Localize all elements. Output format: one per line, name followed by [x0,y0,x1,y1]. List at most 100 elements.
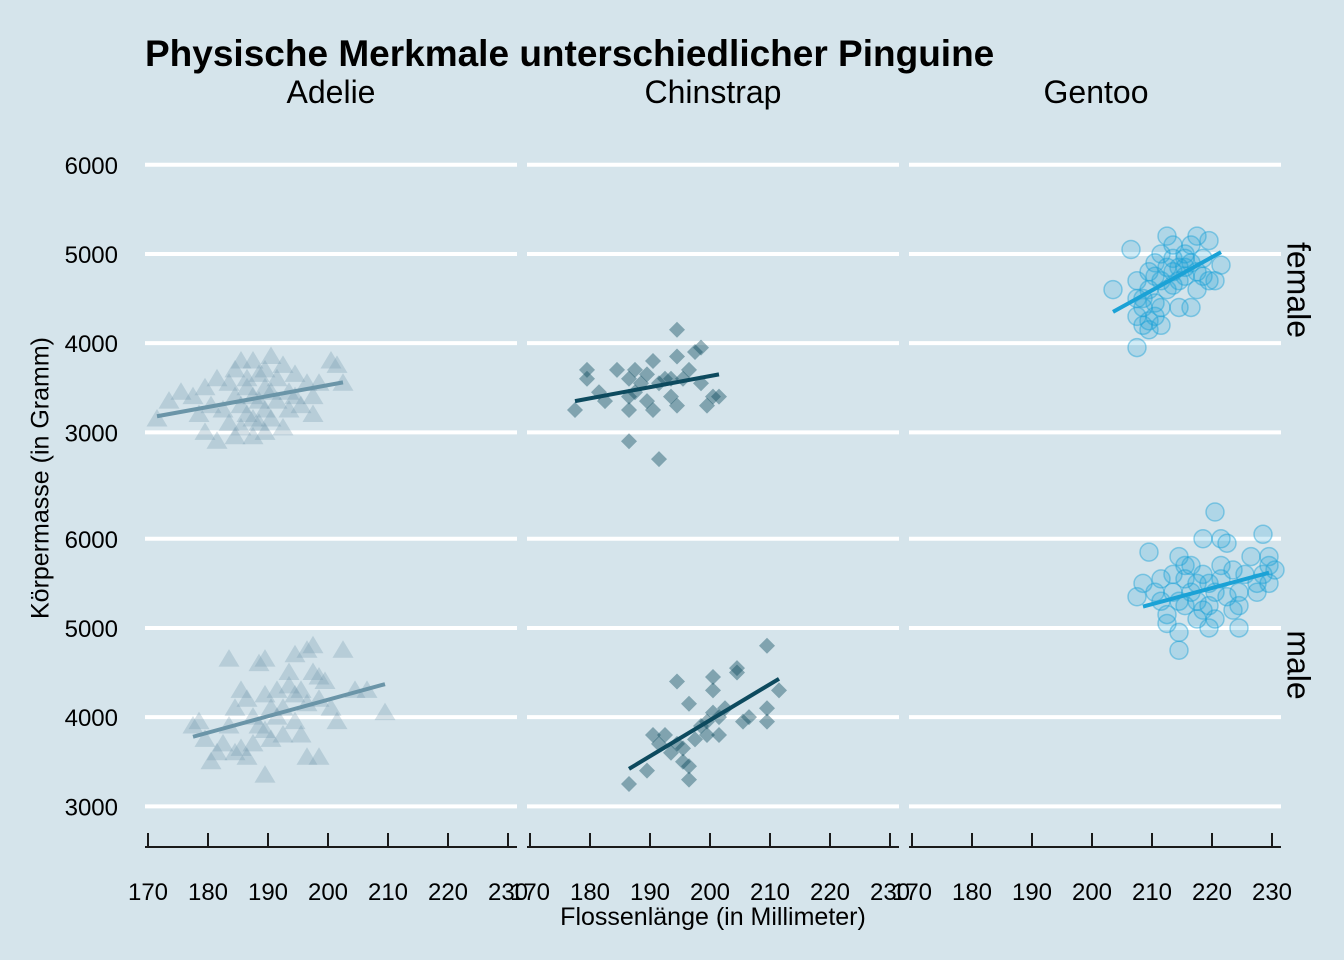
data-point [1259,546,1279,567]
data-point [284,684,306,703]
data-point [1181,235,1201,255]
data-point [332,373,354,391]
data-point [266,391,288,409]
data-point [1145,293,1165,313]
data-point [705,388,721,405]
data-point [236,368,258,387]
data-point [1229,582,1249,603]
data-point [254,684,276,703]
data-point [206,368,228,387]
data-point [1139,320,1159,340]
data-point [1223,600,1243,620]
data-point [1193,564,1213,585]
data-point [236,377,258,396]
data-point [278,675,300,694]
data-point [326,355,348,373]
data-point [621,776,637,793]
data-point [1175,244,1195,264]
data-point [609,361,625,378]
data-point [675,753,691,770]
data-point [218,413,240,431]
data-point [699,726,715,743]
x-tick-label: 180 [570,879,610,906]
x-tick-label: 230 [870,879,910,906]
data-point [1175,555,1195,576]
data-point [645,726,661,743]
data-point [669,397,685,414]
y-tick-label: 4000 [65,705,118,732]
data-point [1193,600,1213,620]
data-point [254,359,276,378]
x-tick-label: 190 [630,879,670,906]
data-point [1145,306,1165,327]
x-tick-label: 220 [428,879,468,906]
data-point [1169,622,1189,643]
x-tick-label: 210 [1132,879,1172,906]
data-point [687,731,703,748]
data-point [230,738,252,756]
data-point [284,364,306,382]
data-point [290,395,312,414]
data-point [206,431,228,449]
strip-label-female: female [1281,242,1317,338]
grid-layer [145,162,1281,809]
data-point [320,350,342,369]
data-point [735,713,751,730]
data-point [248,716,270,734]
data-point [705,682,721,699]
data-point [1241,546,1261,567]
strip-label-gentoo: Gentoo [1044,74,1149,110]
data-point [1127,270,1147,291]
data-point [1181,555,1201,576]
data-point [302,386,324,405]
data-point [1139,542,1159,562]
data-point [224,742,246,761]
data-point [296,747,318,765]
data-point [1181,297,1201,318]
data-point [284,386,306,405]
data-point [1223,560,1243,580]
data-point [236,689,258,707]
data-point [1145,266,1165,286]
data-point [663,744,679,761]
data-point [621,433,637,450]
data-point [284,644,306,663]
data-point [248,413,270,431]
data-point [146,408,168,427]
data-point [224,698,246,716]
data-point [1163,235,1183,255]
data-point [1133,297,1153,318]
data-point [194,729,216,747]
data-point [1169,297,1189,318]
data-point [639,762,655,779]
data-point [645,402,661,419]
x-tick-label: 210 [750,879,790,906]
data-point [218,649,240,667]
data-point [278,662,300,681]
data-point [1151,297,1171,318]
data-point [194,422,216,440]
data-point [1133,315,1153,336]
data-point [212,400,234,418]
data-point [645,352,661,369]
data-point [729,664,745,681]
x-axis-label: Flossenlänge (in Millimeter) [560,903,866,931]
y-tick-label: 3000 [65,420,118,447]
data-point [693,339,709,356]
x-tick-label: 190 [248,879,288,906]
data-point [741,709,757,726]
data-point [212,733,234,752]
data-point [567,402,583,419]
data-point [170,382,192,400]
data-point [579,370,595,387]
data-point [218,373,240,391]
strip-label-chinstrap: Chinstrap [645,74,782,110]
y-tick-label: 3000 [65,794,118,821]
x-tick-label: 170 [128,879,168,906]
data-point [1253,524,1273,545]
data-point [290,680,312,698]
y-tick-label: 6000 [65,153,118,180]
data-point [711,726,727,743]
